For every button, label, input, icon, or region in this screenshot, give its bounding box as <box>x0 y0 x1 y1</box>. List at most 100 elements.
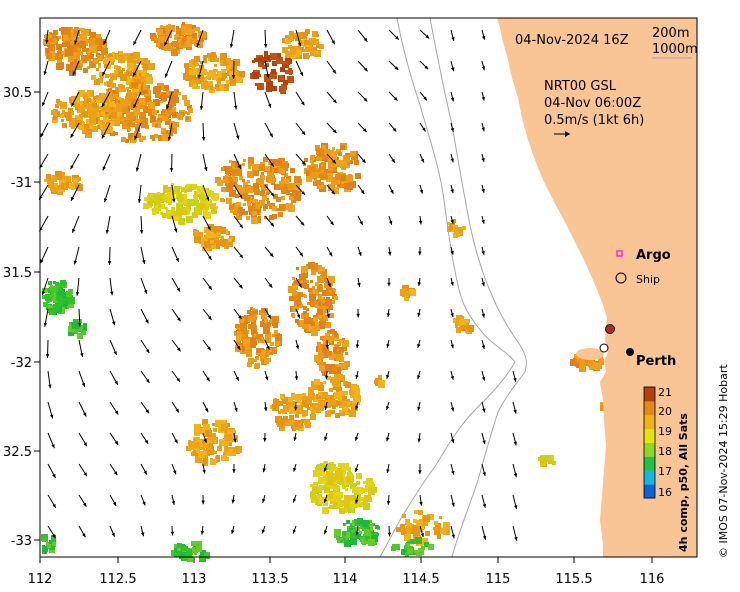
sst-pixel <box>332 405 336 409</box>
sst-pixel <box>160 100 163 103</box>
sst-pixel <box>167 91 174 98</box>
sst-pixel <box>308 387 314 393</box>
sst-pixel <box>299 304 303 308</box>
sst-pixel <box>194 207 201 214</box>
sst-pixel <box>134 124 137 127</box>
sst-pixel <box>216 226 222 232</box>
sst-pixel <box>323 341 328 346</box>
sst-pixel <box>98 106 101 109</box>
sst-pixel <box>216 87 220 91</box>
sst-pixel <box>376 533 379 536</box>
sst-pixel <box>316 180 321 185</box>
sst-pixel <box>322 145 326 149</box>
sst-pixel <box>139 138 143 142</box>
sst-pixel <box>151 37 155 41</box>
current-arrow <box>101 122 111 139</box>
current-arrow <box>419 184 424 194</box>
sst-pixel <box>334 168 337 171</box>
sst-pixel <box>158 114 165 121</box>
sst-pixel <box>299 274 305 280</box>
sst-pixel <box>71 29 75 33</box>
current-arrow <box>419 153 425 163</box>
sst-pixel <box>154 201 161 208</box>
sst-pixel <box>289 407 296 414</box>
sst-pixel <box>363 503 370 510</box>
current-arrow <box>109 494 117 507</box>
sst-pixel <box>49 46 54 51</box>
sst-pixel <box>406 527 410 531</box>
sst-pixel <box>229 443 232 446</box>
current-arrow <box>140 494 146 506</box>
sst-pixel <box>83 95 86 98</box>
sst-pixel <box>316 148 323 155</box>
sst-pixel <box>179 186 182 189</box>
current-arrow <box>70 153 80 170</box>
sst-pixel <box>330 501 333 504</box>
current-arrow <box>295 91 305 106</box>
sst-pixel <box>349 504 352 507</box>
sst-pixel <box>288 397 293 402</box>
sst-pixel <box>59 28 62 31</box>
sst-pixel <box>130 104 135 109</box>
sst-pixel <box>325 399 330 404</box>
sst-pixel <box>243 182 248 187</box>
sst-pixel <box>353 388 360 395</box>
sst-pixel <box>169 110 172 113</box>
sst-pixel <box>248 206 254 212</box>
sst-pixel <box>181 41 185 45</box>
sst-pixel <box>319 44 324 49</box>
sst-pixel <box>87 66 90 69</box>
sst-pixel <box>265 354 268 357</box>
sst-pixel <box>358 489 363 494</box>
sst-pixel <box>315 326 320 331</box>
sst-pixel <box>221 187 226 192</box>
current-arrow <box>171 432 178 444</box>
sst-pixel <box>291 394 297 400</box>
sst-pixel <box>68 108 73 113</box>
sst-pixel <box>276 340 279 343</box>
sst-pixel <box>192 66 195 69</box>
sst-pixel <box>588 360 595 367</box>
sst-pixel <box>301 282 307 288</box>
sst-pixel <box>273 194 278 199</box>
sst-pixel <box>194 28 197 31</box>
sst-pixel <box>128 94 135 101</box>
sst-pixel <box>350 483 356 489</box>
sst-pixel <box>339 181 346 188</box>
sst-pixel <box>334 331 337 334</box>
sst-pixel <box>128 128 131 131</box>
sst-pixel <box>127 64 134 71</box>
current-arrow <box>197 60 204 79</box>
sst-pixel <box>87 90 94 97</box>
sst-pixel <box>310 407 313 410</box>
sst-pixel <box>247 362 252 367</box>
current-arrow <box>388 215 393 225</box>
current-arrow <box>233 246 244 259</box>
sst-pixel <box>84 124 89 129</box>
sst-pixel <box>329 491 334 496</box>
sst-pixel <box>72 36 77 41</box>
sst-pixel <box>143 118 148 123</box>
current-arrow <box>202 184 210 201</box>
sst-pixel <box>138 84 142 88</box>
current-arrow <box>417 401 421 411</box>
sst-pixel <box>285 70 289 74</box>
sst-pixel <box>74 41 81 48</box>
sst-pixel <box>169 210 174 215</box>
current-arrow <box>171 463 177 475</box>
colorbar-tick: 19 <box>658 425 672 438</box>
sst-pixel <box>332 334 339 341</box>
sst-pixel <box>149 197 155 203</box>
sst-pixel <box>199 203 206 210</box>
current-arrow <box>418 463 422 475</box>
sst-pixel <box>142 70 147 75</box>
colorbar-tick: 16 <box>658 486 672 499</box>
current-arrow <box>75 277 80 296</box>
sst-pixel <box>342 408 349 415</box>
sst-pixel <box>215 206 218 209</box>
sst-pixel <box>455 322 459 326</box>
sst-pixel <box>160 212 163 215</box>
sst-pixel <box>87 109 92 114</box>
map-frame <box>39 17 698 558</box>
sst-pixel <box>71 46 74 49</box>
